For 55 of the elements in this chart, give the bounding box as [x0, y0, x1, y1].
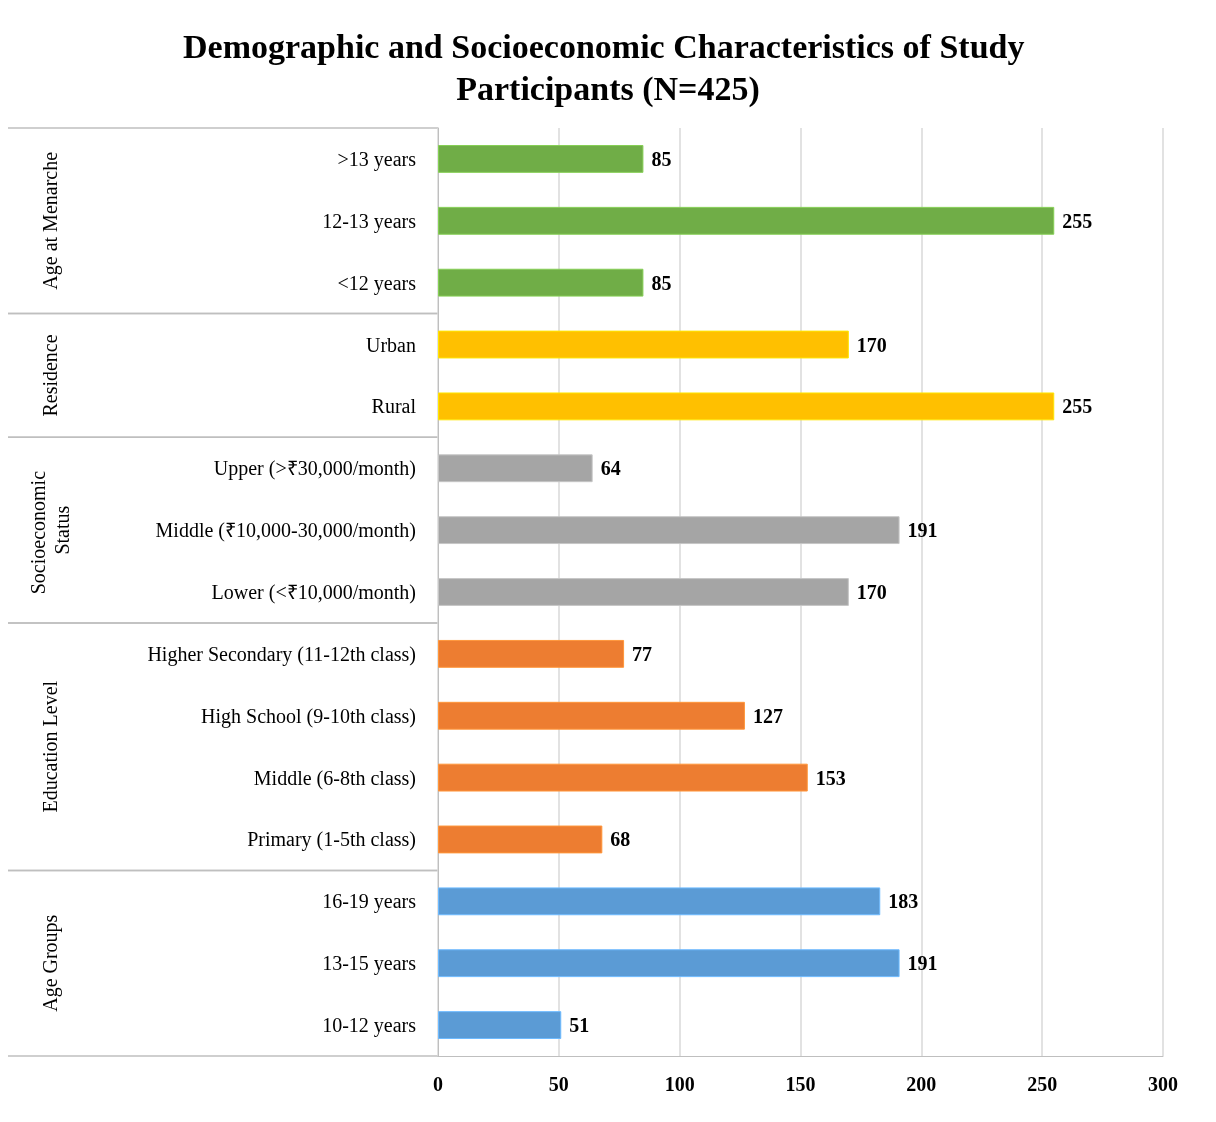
- y-tick-label: >13 years: [337, 147, 417, 171]
- data-label: 153: [815, 766, 846, 789]
- data-label: 127: [752, 704, 783, 727]
- y-tick-label: Rural: [371, 395, 417, 418]
- y-tick-label: Lower (<₹10,000/month): [211, 581, 416, 604]
- bar: [438, 825, 603, 854]
- chart-title: Demographic and Socioeconomic Characteristics of Study Participants (N=425): [183, 27, 1033, 108]
- x-tick-label: 250: [1027, 1073, 1058, 1095]
- bar: [438, 887, 881, 916]
- x-tick-label: 50: [548, 1073, 569, 1095]
- bar: [438, 949, 900, 978]
- bar: [438, 268, 644, 297]
- y-tick-label: 10-12 years: [322, 1014, 417, 1038]
- text: Age Groups: [39, 914, 62, 1012]
- data-label: 183: [888, 890, 919, 913]
- x-tick-label: 300: [1148, 1073, 1178, 1095]
- data-label: 51: [569, 1014, 590, 1037]
- bar: [438, 763, 808, 792]
- data-label: 170: [856, 581, 887, 603]
- x-tick-label: 100: [664, 1073, 695, 1095]
- data-label: 77: [632, 642, 653, 665]
- data-label: 85: [651, 147, 672, 170]
- data-label: 191: [907, 519, 938, 542]
- text: Residence: [39, 334, 61, 417]
- y-tick-label: Urban: [366, 333, 416, 356]
- data-label: 68: [610, 828, 631, 851]
- y-tick-label: Primary (1-5th class): [247, 828, 416, 852]
- y-tick-label: Higher Secondary (11-12th class): [147, 642, 416, 666]
- y-tick-label: 12-13 years: [322, 209, 417, 233]
- data-label: 191: [907, 952, 938, 975]
- x-tick-label: 150: [785, 1073, 816, 1095]
- x-tick-label: 0: [433, 1073, 443, 1095]
- bar: [438, 1011, 562, 1039]
- data-label: 85: [651, 271, 672, 294]
- bar: [438, 330, 849, 359]
- data-label: 64: [600, 457, 621, 480]
- y-tick-label: Middle (6-8th class): [253, 766, 416, 790]
- text: Socioeconomic Status: [27, 465, 73, 595]
- bar: [438, 392, 1055, 421]
- y-tick-label: 13-15 years: [322, 952, 417, 976]
- bar: [438, 206, 1055, 235]
- y-tick-label: Middle (₹10,000-30,000/month): [155, 519, 416, 543]
- text: Education Level: [39, 680, 61, 813]
- bar: [438, 701, 745, 730]
- data-label: 255: [1062, 395, 1093, 418]
- y-tick-label: <12 years: [337, 271, 417, 295]
- text: Age at Menarche: [39, 151, 62, 290]
- data-label: 170: [856, 333, 887, 356]
- y-tick-label: Upper (>₹30,000/month): [213, 457, 416, 481]
- y-tick-label: High School (9-10th class): [201, 704, 416, 728]
- x-tick-label: 200: [906, 1073, 937, 1095]
- data-label: 255: [1062, 209, 1093, 232]
- bar: [438, 145, 644, 173]
- y-tick-label: 16-19 years: [322, 890, 417, 914]
- bar: [438, 639, 625, 668]
